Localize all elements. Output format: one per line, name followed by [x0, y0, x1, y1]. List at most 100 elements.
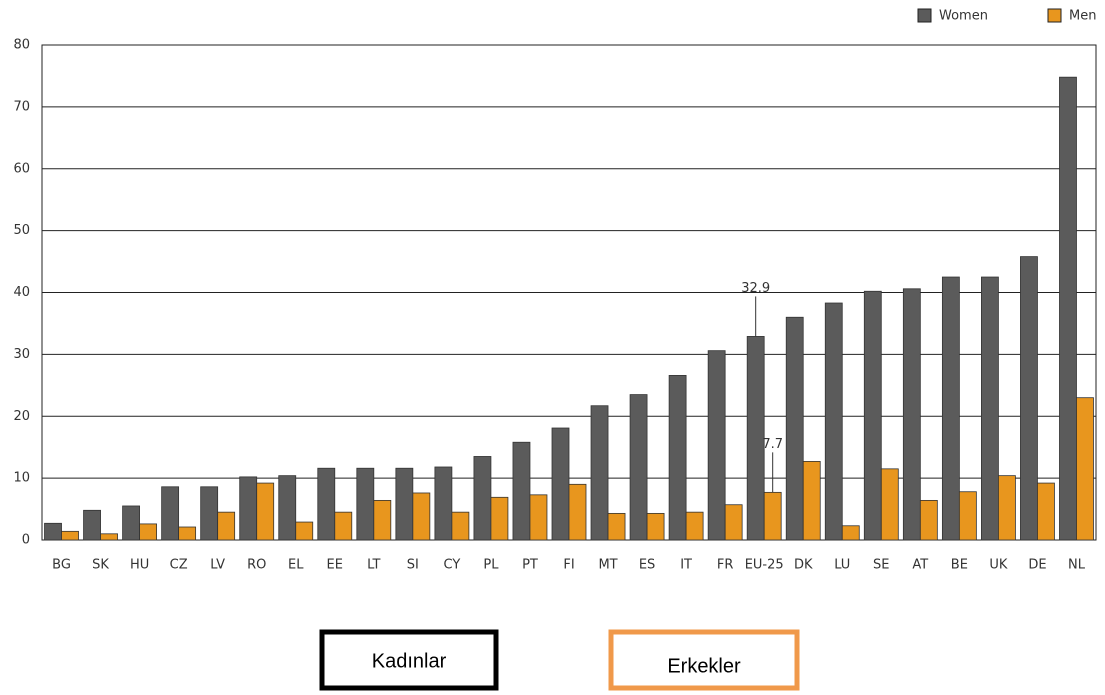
bar	[1037, 482, 1055, 541]
bar	[1059, 76, 1077, 541]
bar	[490, 496, 509, 541]
y-tick-label: 30	[13, 347, 30, 362]
bar	[256, 482, 275, 541]
x-tick-label: PT	[522, 558, 538, 573]
x-tick-label: RO	[247, 558, 266, 573]
bar	[902, 288, 921, 541]
bar	[763, 491, 782, 541]
x-tick-label: EE	[327, 558, 343, 573]
bar	[239, 476, 258, 541]
bar	[958, 491, 977, 541]
value-label: 7.7	[762, 437, 783, 452]
legend-label: Men	[1069, 9, 1096, 24]
x-tick-label: FR	[717, 558, 734, 573]
bar	[278, 475, 297, 541]
bar	[451, 511, 470, 541]
x-tick-label: PL	[483, 558, 499, 573]
bar	[646, 512, 665, 541]
bar	[395, 467, 414, 541]
x-tick-label: EL	[288, 558, 304, 573]
bar	[295, 521, 314, 541]
x-tick-label: BG	[52, 558, 71, 573]
bar	[880, 468, 899, 541]
value-label: 32.9	[741, 281, 770, 296]
bar	[590, 405, 609, 541]
bar	[178, 526, 197, 541]
bar	[863, 290, 882, 541]
bar	[473, 456, 492, 541]
bar	[841, 525, 860, 541]
bar	[824, 302, 843, 541]
bar	[200, 486, 219, 541]
bar	[629, 394, 648, 541]
x-tick-label: FI	[563, 558, 574, 573]
bar	[434, 466, 453, 541]
bar	[122, 505, 140, 541]
x-tick-label: NL	[1068, 558, 1086, 573]
bar	[529, 494, 548, 541]
x-tick-label: DE	[1028, 558, 1046, 573]
bar	[356, 467, 375, 541]
men-box	[608, 629, 800, 691]
bar	[802, 461, 821, 541]
bar	[685, 511, 704, 541]
bar	[317, 467, 336, 541]
x-tick-label: SK	[92, 558, 109, 573]
x-tick-label: SE	[873, 558, 889, 573]
bar	[217, 511, 236, 541]
x-tick-label: BE	[951, 558, 968, 573]
bar	[998, 475, 1016, 541]
x-tick-label: LT	[367, 558, 380, 573]
y-tick-label: 40	[13, 285, 30, 300]
annotation: Kadınlar	[372, 650, 447, 672]
x-tick-label: EU-25	[745, 558, 784, 573]
bar	[607, 512, 626, 541]
x-tick-label: IT	[680, 558, 692, 573]
legend-swatch	[917, 8, 932, 23]
bar	[412, 492, 431, 541]
x-tick-label: CZ	[170, 558, 188, 573]
bar	[919, 499, 938, 541]
bar	[61, 530, 79, 541]
bar	[551, 427, 570, 541]
x-tick-label: DK	[794, 558, 813, 573]
annotation: Erkekler	[667, 655, 741, 677]
y-tick-label: 20	[13, 409, 30, 424]
bar	[707, 350, 726, 541]
legend-label: Women	[939, 9, 988, 24]
bar	[785, 316, 804, 541]
bar	[668, 375, 687, 541]
y-tick-label: 70	[13, 99, 30, 114]
bar	[512, 441, 531, 541]
x-tick-label: AT	[912, 558, 928, 573]
y-tick-label: 0	[22, 533, 30, 548]
x-tick-label: CY	[443, 558, 460, 573]
bar	[139, 523, 157, 541]
x-tick-label: UK	[989, 558, 1008, 573]
bar	[44, 522, 62, 541]
bar	[100, 533, 118, 541]
x-tick-label: HU	[130, 558, 149, 573]
bar	[161, 486, 180, 541]
x-tick-label: LU	[834, 558, 850, 573]
x-tick-label: ES	[639, 558, 655, 573]
bar	[373, 499, 392, 541]
bar	[1076, 397, 1094, 541]
y-tick-label: 10	[13, 471, 30, 486]
x-tick-label: MT	[598, 558, 617, 573]
legend-swatch	[1047, 8, 1062, 23]
x-tick-label: SI	[407, 558, 419, 573]
women-box	[319, 629, 499, 691]
y-tick-label: 60	[13, 161, 30, 176]
x-tick-label: LV	[210, 558, 225, 573]
bar	[83, 509, 101, 541]
y-tick-label: 50	[13, 223, 30, 238]
bar	[1020, 256, 1038, 541]
bar	[334, 511, 353, 541]
bar	[568, 483, 587, 541]
y-tick-label: 80	[13, 38, 30, 53]
bar	[724, 504, 743, 541]
bar	[941, 276, 960, 541]
bar	[981, 276, 999, 541]
